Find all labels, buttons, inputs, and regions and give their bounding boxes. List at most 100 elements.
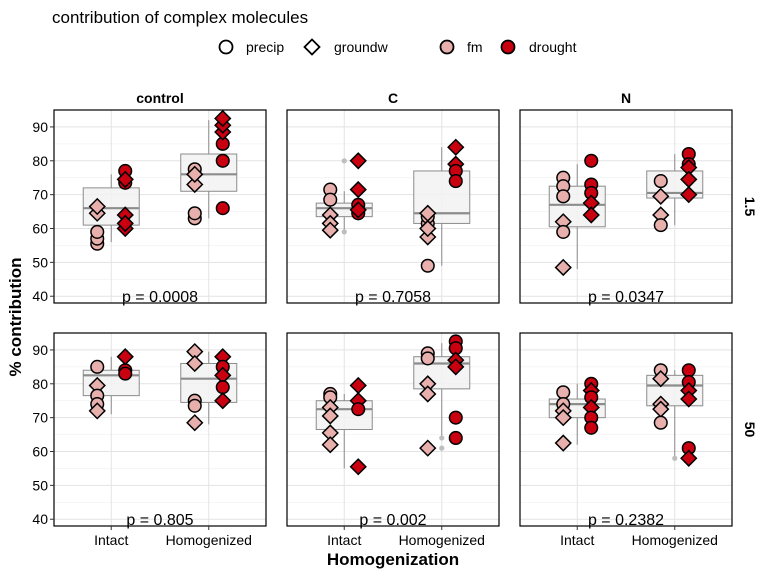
panel-background	[520, 333, 732, 526]
data-point-drought-circle	[681, 363, 696, 378]
y-tick-label: 90	[32, 342, 48, 358]
p-value-label: p = 0.2382	[588, 512, 664, 529]
p-value-label: p = 0.805	[126, 512, 193, 529]
data-point-drought-diamond	[680, 390, 698, 408]
panel-control-1-5: p = 0.0008 40 50 60 70 80 90	[32, 109, 267, 306]
data-point-drought-circle	[215, 380, 230, 395]
data-point-drought-circle	[448, 174, 463, 189]
data-point-fm-diamond	[419, 219, 437, 238]
data-point-fm-diamond	[554, 408, 572, 427]
data-point-fm-circle	[653, 218, 668, 233]
y-tick-label: 50	[32, 477, 48, 493]
data-point-fm-circle	[323, 192, 338, 207]
legend: precip groundw fm drought	[218, 38, 577, 56]
legend-label-groundw: groundw	[334, 39, 389, 55]
x-axis-label: Homogenization	[327, 550, 459, 569]
data-point-fm-circle	[653, 174, 668, 189]
data-point-fm-diamond	[554, 434, 572, 452]
strip-label-c: C	[388, 90, 398, 106]
data-point-fm-diamond	[186, 354, 204, 373]
data-point-drought-diamond	[447, 358, 465, 376]
x-tick-label: Intact	[327, 532, 361, 548]
p-value-label: p = 0.0347	[588, 289, 664, 306]
outlier-point	[439, 435, 445, 441]
panel-border	[519, 332, 733, 527]
outlier-point	[341, 229, 347, 235]
data-point-fm-diamond	[419, 204, 437, 222]
data-point-drought-diamond	[680, 449, 698, 467]
data-point-drought-diamond	[214, 109, 232, 128]
data-point-fm-diamond	[652, 187, 670, 206]
data-point-fm-circle	[420, 258, 435, 273]
data-point-fm-diamond	[321, 221, 339, 239]
data-point-fm-diamond	[419, 439, 437, 457]
data-point-drought-diamond	[214, 392, 232, 410]
y-tick-label: 90	[32, 119, 48, 135]
chart-title: contribution of complex molecules	[52, 8, 308, 27]
panel-n-1-5: p = 0.0347	[519, 109, 733, 306]
data-point-fm-circle	[556, 224, 571, 239]
data-point-drought-circle	[351, 402, 366, 417]
data-point-drought-circle	[215, 201, 230, 216]
data-point-drought-circle	[448, 430, 463, 446]
data-point-fm-diamond	[419, 385, 437, 403]
data-point-fm-diamond	[186, 175, 204, 194]
data-point-drought-circle	[215, 153, 230, 168]
panel-c-1-5: p = 0.7058	[286, 109, 500, 306]
y-axis-label: % contribution	[6, 258, 25, 377]
x-tick-label: Homogenized	[632, 532, 718, 548]
data-point-drought-diamond	[349, 458, 367, 476]
panel-c-50: p = 0.002 Intact Homogenized	[286, 332, 500, 548]
legend-key-groundw	[303, 38, 321, 56]
data-point-fm-circle	[90, 359, 105, 374]
outlier-point	[439, 445, 445, 451]
y-tick-label: 60	[32, 444, 48, 460]
data-point-fm-circle	[187, 398, 202, 413]
data-point-fm-diamond	[186, 165, 204, 183]
data-point-drought-circle	[584, 153, 599, 168]
data-point-drought-diamond	[116, 214, 134, 233]
x-tick-label: Intact	[94, 532, 128, 548]
x-tick-label: Intact	[560, 532, 594, 548]
data-point-drought-diamond	[349, 201, 367, 219]
data-point-drought-diamond	[116, 170, 134, 189]
x-tick-label: Homogenized	[166, 532, 252, 548]
data-point-fm-circle	[556, 385, 571, 400]
y-tick-label: 50	[32, 254, 48, 270]
y-tick-label: 80	[32, 153, 48, 169]
data-point-fm-diamond	[652, 370, 670, 388]
data-point-drought-diamond	[349, 152, 367, 170]
x-tick-label: Homogenized	[399, 532, 485, 548]
legend-key-fm	[439, 39, 455, 55]
legend-key-drought	[500, 39, 516, 55]
legend-label-drought: drought	[529, 39, 577, 55]
panel-border	[286, 332, 500, 527]
y-tick-label: 40	[32, 511, 48, 527]
y-tick-label: 70	[32, 410, 48, 426]
legend-label-fm: fm	[467, 39, 483, 55]
panel-border	[519, 109, 733, 304]
strip-label-n: N	[621, 90, 631, 106]
data-point-fm-diamond	[321, 436, 339, 454]
data-point-fm-circle	[90, 224, 105, 239]
strip-label-row-50: 50	[742, 422, 758, 438]
data-point-fm-diamond	[186, 414, 204, 432]
strip-label-control: control	[136, 90, 183, 106]
data-point-drought-circle	[584, 420, 599, 435]
data-point-fm-circle	[653, 415, 668, 430]
data-point-drought-diamond	[680, 185, 698, 204]
panel-control-50: p = 0.805 40 50 60 70 80 90 Intact Homogenized	[32, 332, 267, 548]
p-value-label: p = 0.002	[359, 512, 426, 529]
strip-label-row-1-5: 1.5	[742, 197, 758, 217]
panel-border	[286, 109, 500, 304]
y-tick-label: 60	[32, 221, 48, 237]
panel-border	[53, 109, 267, 304]
data-point-drought-circle	[118, 366, 133, 381]
y-tick-label: 70	[32, 187, 48, 203]
panel-n-50: p = 0.2382 Intact Homogenized	[519, 332, 733, 548]
data-point-fm-diamond	[321, 407, 339, 425]
data-point-drought-diamond	[349, 180, 367, 199]
data-point-fm-circle	[420, 351, 435, 366]
